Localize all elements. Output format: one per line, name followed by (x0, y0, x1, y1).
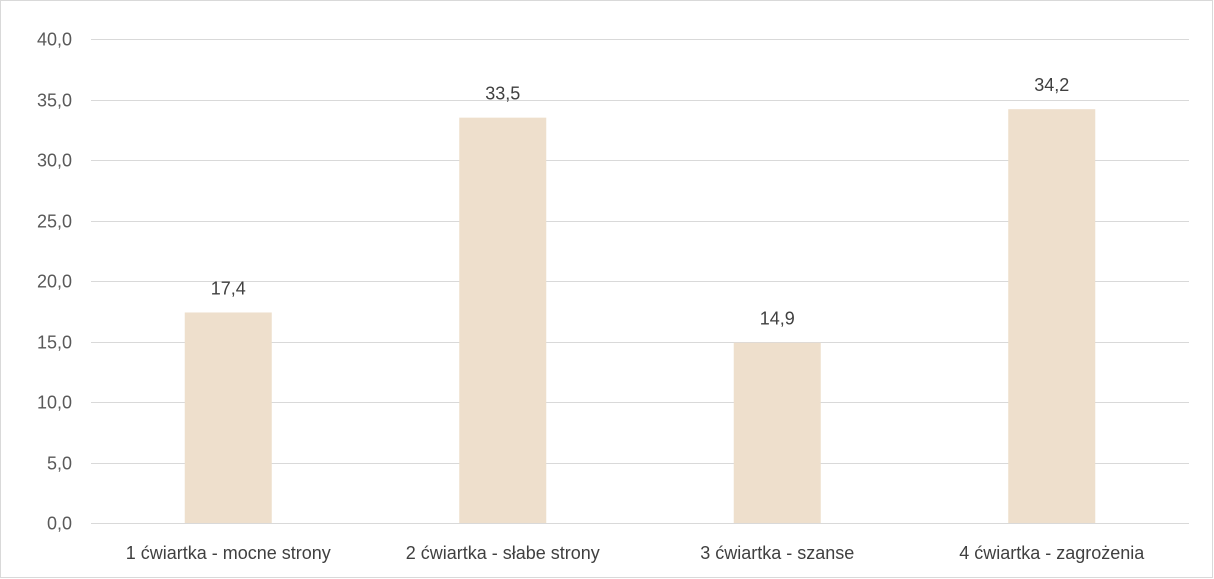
bars (184, 109, 1096, 524)
y-tick-label: 35,0 (37, 91, 72, 111)
y-axis-tick-labels: 0,0 5,0 10,0 15,0 20,0 25,0 30,0 35,0 40,0 (37, 30, 72, 534)
data-label: 17,4 (211, 278, 246, 298)
y-tick-label: 15,0 (37, 333, 72, 353)
y-tick-label: 5,0 (47, 454, 72, 474)
data-label: 14,9 (760, 309, 795, 329)
bar (733, 342, 821, 523)
data-label: 34,2 (1034, 75, 1069, 95)
gridlines (91, 39, 1189, 524)
bar (184, 312, 272, 523)
bar (459, 117, 547, 524)
y-tick-label: 25,0 (37, 212, 72, 232)
category-label: 4 ćwiartka - zagrożenia (959, 543, 1145, 563)
bar (1008, 109, 1096, 524)
data-labels: 17,4 33,5 14,9 34,2 (211, 75, 1070, 329)
y-tick-label: 40,0 (37, 30, 72, 50)
y-tick-label: 0,0 (47, 514, 72, 534)
y-tick-label: 20,0 (37, 272, 72, 292)
y-tick-label: 30,0 (37, 151, 72, 171)
x-axis-category-labels: 1 ćwiartka - mocne strony 2 ćwiartka - sł… (126, 543, 1146, 563)
category-label: 2 ćwiartka - słabe strony (406, 543, 600, 563)
category-label: 3 ćwiartka - szanse (700, 543, 854, 563)
y-tick-label: 10,0 (37, 393, 72, 413)
category-label: 1 ćwiartka - mocne strony (126, 543, 331, 563)
data-label: 33,5 (485, 84, 520, 104)
